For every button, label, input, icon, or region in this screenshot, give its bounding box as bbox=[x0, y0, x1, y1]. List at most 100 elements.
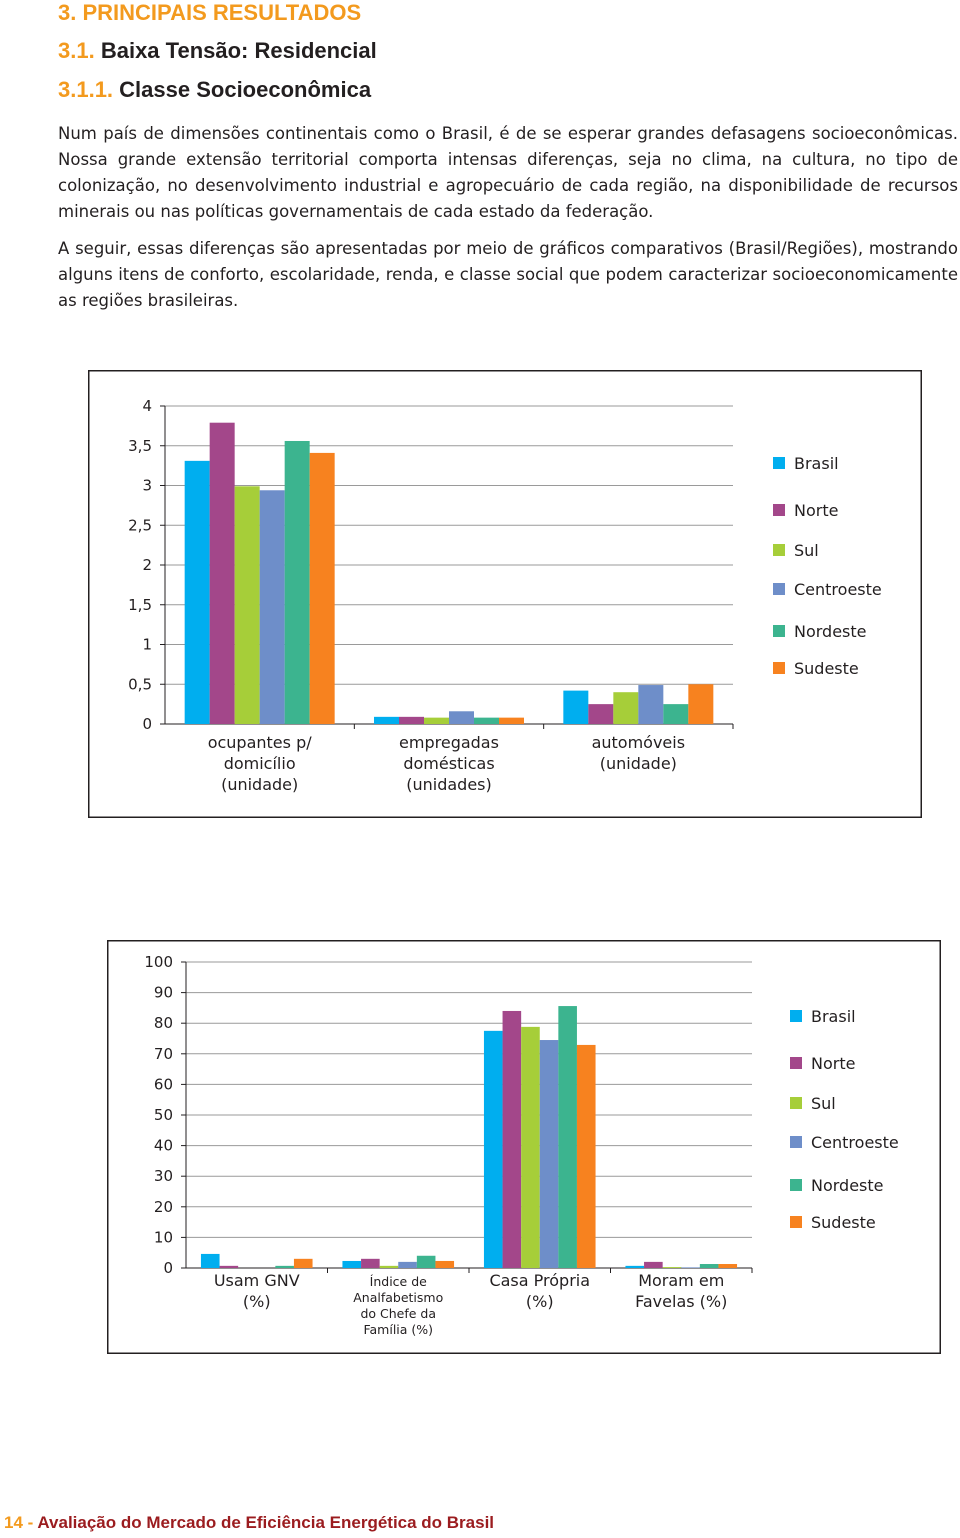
bar bbox=[638, 685, 664, 724]
chart-frame bbox=[107, 940, 941, 1354]
bar bbox=[398, 1261, 417, 1268]
legend-swatch bbox=[773, 583, 785, 595]
bar bbox=[361, 1258, 380, 1268]
legend-swatch bbox=[790, 1179, 802, 1191]
bar bbox=[293, 1258, 313, 1268]
x-tick-label-line: domésticas bbox=[403, 754, 494, 773]
legend-label: Sul bbox=[811, 1094, 836, 1113]
bar bbox=[499, 717, 524, 724]
bar bbox=[688, 684, 714, 724]
bar bbox=[184, 460, 210, 724]
legend-swatch bbox=[790, 1057, 802, 1069]
heading-number: 3.1.1. bbox=[58, 77, 114, 102]
bar bbox=[521, 1026, 540, 1268]
bar bbox=[699, 1264, 719, 1268]
legend-label: Centroeste bbox=[811, 1133, 899, 1152]
x-tick-label-line: (%) bbox=[526, 1292, 554, 1311]
chart: 0 10 20 30 40 50 60 70 80 90 100 Usam GNV (%) Índice … bbox=[107, 940, 941, 1354]
y-tick-label: 1 bbox=[142, 636, 152, 654]
x-tick-label: Casa Própria (%) bbox=[489, 1271, 590, 1311]
y-tick-label: 40 bbox=[154, 1137, 173, 1155]
bar bbox=[681, 1267, 700, 1268]
x-tick-label-line: (unidade) bbox=[221, 775, 298, 794]
chart-frame bbox=[88, 370, 922, 818]
y-tick-label: 0,5 bbox=[128, 675, 152, 693]
x-tick-label-line: Analfabetismo bbox=[353, 1290, 443, 1305]
heading-1: 3. PRINCIPAIS RESULTADOS bbox=[58, 0, 361, 26]
legend-swatch bbox=[790, 1010, 802, 1022]
y-tick-label: 90 bbox=[154, 984, 173, 1002]
x-tick-label-line: Índice de bbox=[370, 1274, 427, 1289]
heading-text: PRINCIPAIS RESULTADOS bbox=[82, 0, 362, 25]
bar bbox=[563, 690, 589, 724]
bar bbox=[662, 1267, 682, 1268]
bar bbox=[379, 1265, 399, 1268]
y-tick-label: 80 bbox=[154, 1014, 173, 1032]
x-tick-label-line: ocupantes p/ bbox=[208, 733, 313, 752]
bar bbox=[474, 717, 499, 724]
legend-swatch bbox=[773, 662, 785, 674]
bar bbox=[209, 422, 235, 724]
x-tick-label: Índice de Analfabetismo do Chefe da Família… bbox=[353, 1274, 443, 1337]
heading-number: 3.1. bbox=[58, 38, 95, 63]
x-tick-label: automóveis (unidade) bbox=[592, 733, 685, 773]
y-tick-label: 10 bbox=[154, 1228, 173, 1246]
bar bbox=[625, 1265, 645, 1268]
bar bbox=[588, 704, 614, 724]
legend-label: Sul bbox=[794, 541, 819, 560]
heading-number: 3. bbox=[58, 0, 77, 25]
bar bbox=[219, 1265, 239, 1268]
footer: 14 - Avaliação do Mercado de Eficiência … bbox=[4, 1513, 494, 1533]
bar bbox=[558, 1006, 577, 1268]
bar bbox=[374, 716, 399, 724]
bar bbox=[234, 486, 260, 724]
heading-2: 3.1. Baixa Tensão: Residencial bbox=[58, 38, 377, 64]
y-tick-label: 50 bbox=[154, 1106, 173, 1124]
x-tick-label: empregadas domésticas (unidades) bbox=[399, 733, 499, 794]
y-tick-label: 3,5 bbox=[128, 437, 152, 455]
y-tick-label: 4 bbox=[142, 397, 152, 415]
legend-label: Norte bbox=[811, 1054, 855, 1073]
bar bbox=[718, 1264, 738, 1268]
y-tick-label: 1,5 bbox=[128, 596, 152, 614]
y-tick-label: 20 bbox=[154, 1198, 173, 1216]
bar bbox=[449, 711, 474, 724]
y-tick-label: 3 bbox=[142, 477, 152, 495]
bar bbox=[576, 1044, 596, 1268]
footer-text: Avaliação do Mercado de Eficiência Energ… bbox=[37, 1513, 495, 1532]
bar bbox=[259, 490, 285, 724]
x-tick-label-line: Usam GNV bbox=[214, 1271, 300, 1290]
y-tick-label: 0 bbox=[163, 1259, 173, 1277]
y-tick-label: 100 bbox=[144, 953, 173, 971]
x-tick-label-line: (unidades) bbox=[406, 775, 492, 794]
paragraph: Num país de dimensões continentais como … bbox=[58, 124, 958, 221]
x-tick-label: Usam GNV (%) bbox=[214, 1271, 300, 1311]
bar bbox=[663, 704, 689, 724]
chart: 0 0,5 1 1,5 2 2,5 3 3,5 4 ocupantes p/domicílio (u… bbox=[88, 370, 922, 818]
heading-3: 3.1.1. Classe Socioeconômica bbox=[58, 77, 371, 103]
x-tick-label-line: (%) bbox=[243, 1292, 271, 1311]
y-tick-label: 30 bbox=[154, 1167, 173, 1185]
legend-swatch bbox=[790, 1216, 802, 1228]
bar bbox=[416, 1255, 436, 1268]
x-tick-label-line: Casa Própria bbox=[489, 1271, 590, 1290]
x-tick-label-line: Família (%) bbox=[363, 1322, 433, 1337]
legend-label: Centroeste bbox=[794, 580, 882, 599]
y-tick-label: 2 bbox=[142, 556, 152, 574]
legend-swatch bbox=[773, 457, 785, 469]
bar bbox=[399, 716, 424, 724]
bar bbox=[502, 1010, 522, 1268]
x-tick-label-line: Moram em bbox=[638, 1271, 724, 1290]
heading-text: Classe Socioeconômica bbox=[119, 77, 372, 102]
legend-swatch bbox=[773, 504, 785, 516]
x-tick-label: ocupantes p/domicílio (unidade) bbox=[208, 733, 313, 794]
legend-swatch bbox=[773, 625, 785, 637]
heading-text: Baixa Tensão: Residencial bbox=[100, 38, 377, 63]
x-tick-label-line: empregadas bbox=[399, 733, 499, 752]
bar bbox=[435, 1260, 455, 1268]
bar bbox=[309, 452, 335, 724]
bar bbox=[200, 1253, 220, 1268]
bar bbox=[342, 1260, 362, 1268]
legend-label: Brasil bbox=[794, 454, 839, 473]
